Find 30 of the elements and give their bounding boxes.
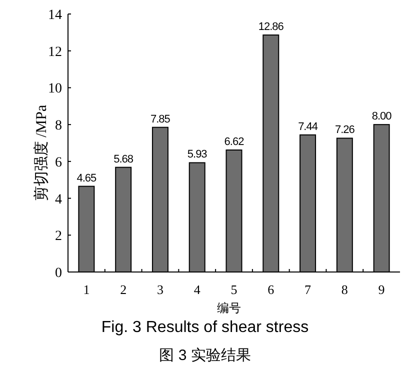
- data-label: 5.93: [187, 148, 208, 161]
- x-tick-label: 1: [83, 282, 90, 297]
- data-label: 7.44: [298, 120, 318, 133]
- data-label: 7.85: [150, 113, 170, 126]
- data-label: 4.65: [76, 172, 97, 184]
- x-tick-label: 4: [194, 282, 201, 297]
- y-tick-label: 8: [55, 118, 62, 134]
- y-tick-label: 6: [55, 155, 62, 170]
- data-label: 7.26: [334, 124, 355, 136]
- x-tick-label: 6: [268, 282, 275, 297]
- y-tick-label: 2: [55, 229, 62, 244]
- y-tick-label: 4: [55, 192, 62, 208]
- x-tick-label: 7: [304, 282, 312, 297]
- data-label: 6.62: [224, 136, 244, 148]
- x-tick-label: 2: [120, 282, 127, 297]
- x-tick-label: 3: [156, 282, 164, 297]
- y-axis-title: 剪切强度 /MPa: [33, 104, 50, 202]
- x-tick-label: 5: [230, 282, 238, 297]
- x-tick-label: 9: [378, 282, 385, 297]
- x-tick-label: 8: [341, 282, 348, 297]
- data-label: 12.86: [258, 21, 284, 34]
- y-tick-label: 14: [48, 8, 62, 23]
- x-axis-title: 编号: [217, 301, 241, 315]
- y-tick-label: 10: [48, 82, 62, 97]
- caption: 图 3 实验结果: [159, 347, 251, 364]
- data-label: 5.68: [114, 153, 134, 166]
- y-tick-label: 12: [48, 44, 62, 60]
- data-label: 8.00: [372, 110, 392, 123]
- y-tick-label: 0: [55, 266, 62, 281]
- caption: Fig. 3 Results of shear stress: [101, 319, 309, 336]
